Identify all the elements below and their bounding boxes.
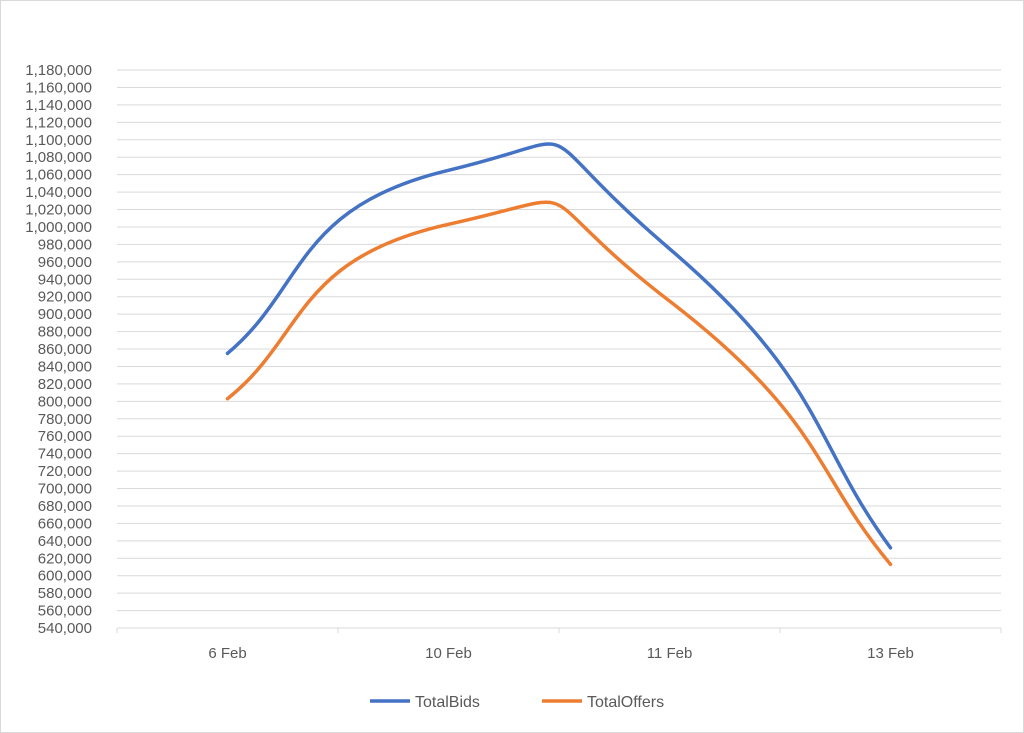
y-tick-label: 1,040,000 — [25, 184, 92, 201]
legend-label: TotalOffers — [587, 694, 664, 711]
gridlines — [117, 69, 1001, 612]
y-tick-label: 1,180,000 — [25, 62, 92, 79]
y-tick-label: 700,000 — [38, 481, 92, 498]
x-tick-label: 11 Feb — [647, 645, 693, 662]
y-tick-label: 1,060,000 — [25, 167, 92, 184]
y-tick-label: 540,000 — [38, 620, 92, 637]
y-tick-label: 680,000 — [38, 498, 92, 515]
y-tick-label: 640,000 — [38, 533, 92, 550]
y-tick-label: 1,000,000 — [25, 219, 92, 236]
x-tick-label: 6 Feb — [208, 645, 246, 662]
y-tick-label: 740,000 — [38, 446, 92, 463]
y-tick-label: 620,000 — [38, 550, 92, 567]
y-tick-label: 760,000 — [38, 428, 92, 445]
y-tick-label: 580,000 — [38, 585, 92, 602]
y-tick-label: 960,000 — [38, 254, 92, 271]
y-tick-label: 900,000 — [38, 306, 92, 323]
y-tick-label: 880,000 — [38, 324, 92, 341]
y-tick-label: 1,120,000 — [25, 114, 92, 131]
y-tick-label: 1,020,000 — [25, 202, 92, 219]
y-tick-label: 600,000 — [38, 568, 92, 585]
y-tick-label: 1,140,000 — [25, 97, 92, 114]
y-tick-label: 840,000 — [38, 358, 92, 375]
series-line-TotalOffers — [225, 200, 893, 567]
y-tick-label: 720,000 — [38, 463, 92, 480]
y-tick-label: 800,000 — [38, 393, 92, 410]
x-axis: 6 Feb 10 Feb 11 Feb 13 Feb — [116, 627, 1002, 662]
y-tick-label: 980,000 — [38, 236, 92, 253]
x-tick-label: 10 Feb — [425, 645, 472, 662]
y-tick-label: 1,100,000 — [25, 132, 92, 149]
y-tick-label: 1,160,000 — [25, 79, 92, 96]
series-lines — [225, 142, 893, 567]
y-tick-label: 1,080,000 — [25, 149, 92, 166]
y-axis-ticks: 540,000560,000580,000600,000620,000640,0… — [25, 62, 92, 637]
y-tick-label: 560,000 — [38, 603, 92, 620]
series-line-TotalBids — [225, 142, 893, 550]
y-tick-label: 820,000 — [38, 376, 92, 393]
y-tick-label: 780,000 — [38, 411, 92, 428]
y-tick-label: 920,000 — [38, 289, 92, 306]
x-tick-label: 13 Feb — [867, 645, 914, 662]
y-tick-label: 860,000 — [38, 341, 92, 358]
y-tick-label: 660,000 — [38, 515, 92, 532]
y-tick-label: 940,000 — [38, 271, 92, 288]
legend-label: TotalBids — [415, 694, 480, 711]
legend: TotalBids TotalOffers — [370, 694, 664, 711]
